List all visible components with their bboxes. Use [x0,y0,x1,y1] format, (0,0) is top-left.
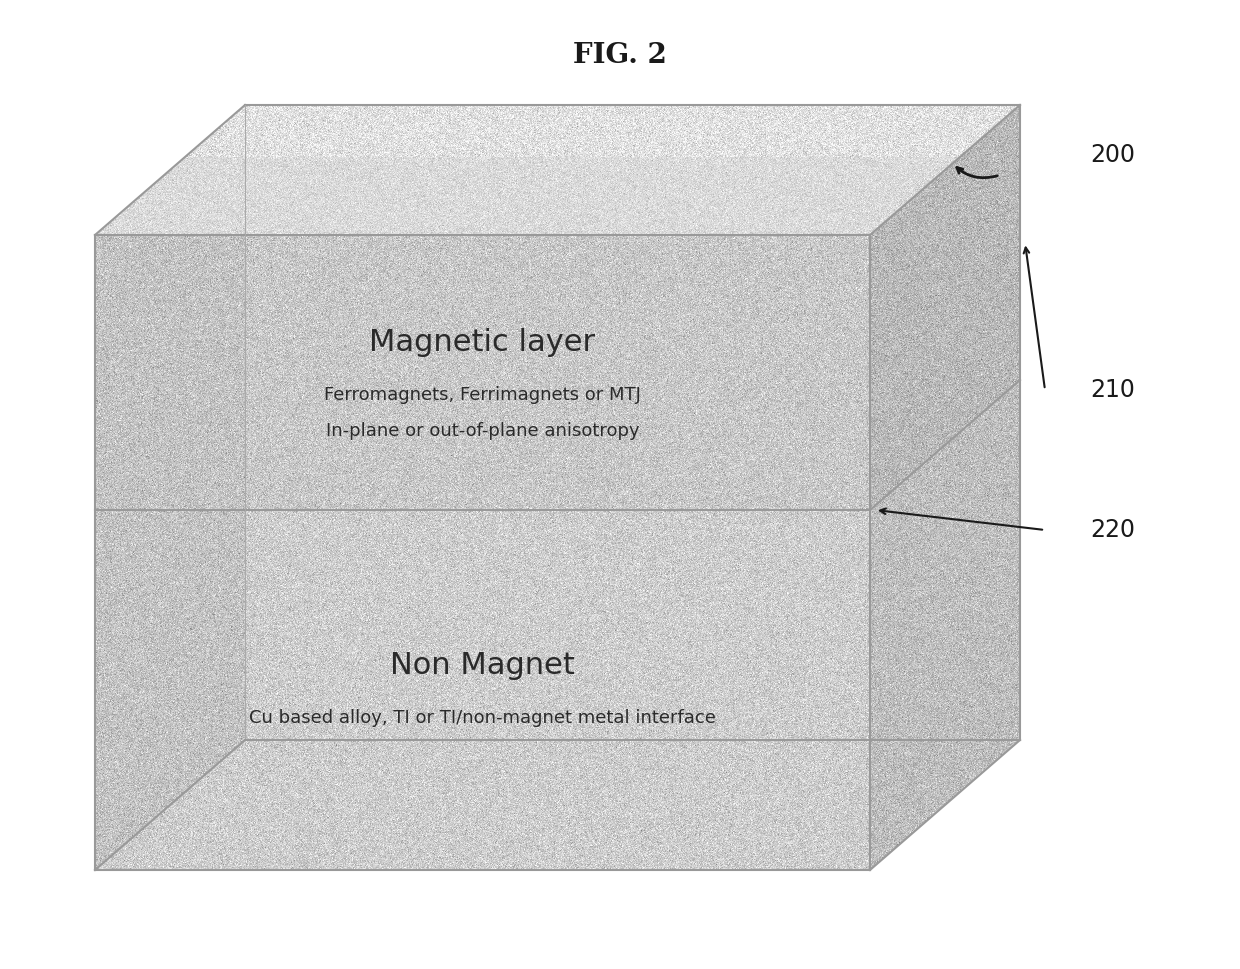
Text: 220: 220 [1090,518,1135,542]
Text: In-plane or out-of-plane anisotropy: In-plane or out-of-plane anisotropy [326,422,640,440]
Text: 200: 200 [1090,143,1135,167]
Text: FIG. 2: FIG. 2 [573,42,667,69]
Text: Cu based alloy, TI or TI/non-magnet metal interface: Cu based alloy, TI or TI/non-magnet meta… [249,709,715,727]
Text: 210: 210 [1090,378,1135,402]
Text: Magnetic layer: Magnetic layer [370,328,595,357]
Text: Ferromagnets, Ferrimagnets or MTJ: Ferromagnets, Ferrimagnets or MTJ [324,386,641,403]
Text: Non Magnet: Non Magnet [391,650,575,679]
